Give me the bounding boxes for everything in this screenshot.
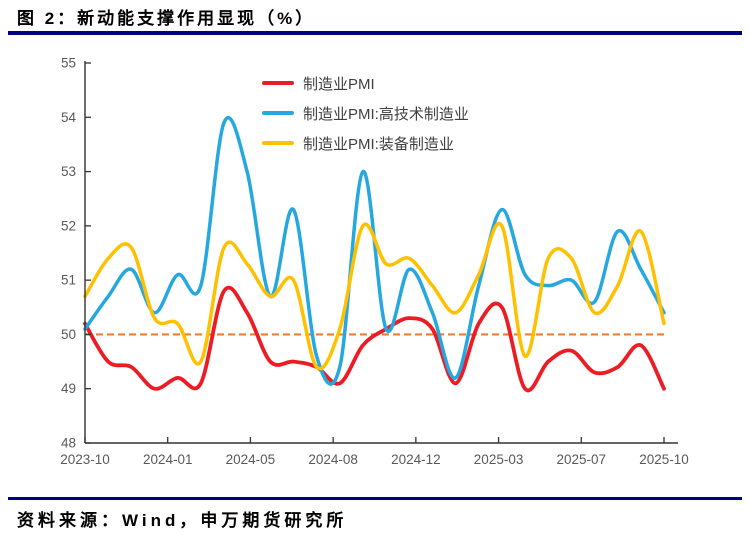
legend-marker-icon (262, 81, 294, 85)
hitech-pmi-line (83, 115, 666, 386)
y-tick-label: 51 (61, 273, 76, 288)
equipment-pmi-line (83, 221, 666, 371)
pmi-line-chart: 48 49 50 51 52 53 54 55 2023-10 2024-01 2024-05 202… (60, 56, 689, 468)
x-tick-label: 2024-08 (308, 452, 358, 467)
footer-divider (8, 497, 742, 500)
legend-item-1: 制造业PMI:高技术制造业 (262, 98, 469, 128)
chart-legend: 制造业PMI 制造业PMI:高技术制造业 制造业PMI:装备制造业 (262, 68, 469, 158)
figure-title: 图 2：新动能支撑作用显现（%） (17, 9, 316, 28)
legend-marker-icon (262, 111, 294, 115)
y-tick-label: 50 (61, 327, 76, 342)
x-tick-label: 2023-10 (60, 452, 110, 467)
legend-item-2: 制造业PMI:装备制造业 (262, 128, 469, 158)
y-tick-label: 48 (61, 436, 76, 451)
y-tick-label: 52 (61, 218, 76, 233)
x-tick-label: 2024-05 (226, 452, 276, 467)
x-tick-label: 2024-01 (143, 452, 193, 467)
legend-marker-icon (262, 141, 294, 145)
x-tick-label: 2025-10 (639, 452, 689, 467)
x-tick-label: 2025-07 (557, 452, 607, 467)
x-tick-label: 2025-03 (474, 452, 524, 467)
y-tick-label: 49 (61, 381, 76, 396)
y-tick-label: 54 (61, 110, 77, 125)
y-tick-label: 53 (61, 164, 76, 179)
title-divider (8, 31, 742, 35)
x-tick-label: 2024-12 (391, 452, 441, 467)
source-note: 资料来源：Wind，申万期货研究所 (17, 511, 348, 530)
legend-item-0: 制造业PMI (262, 68, 469, 98)
pmi-line (83, 285, 666, 393)
legend-label: 制造业PMI:装备制造业 (303, 135, 454, 153)
legend-label: 制造业PMI:高技术制造业 (303, 105, 469, 123)
legend-label: 制造业PMI (303, 75, 375, 93)
y-tick-label: 55 (61, 56, 76, 71)
